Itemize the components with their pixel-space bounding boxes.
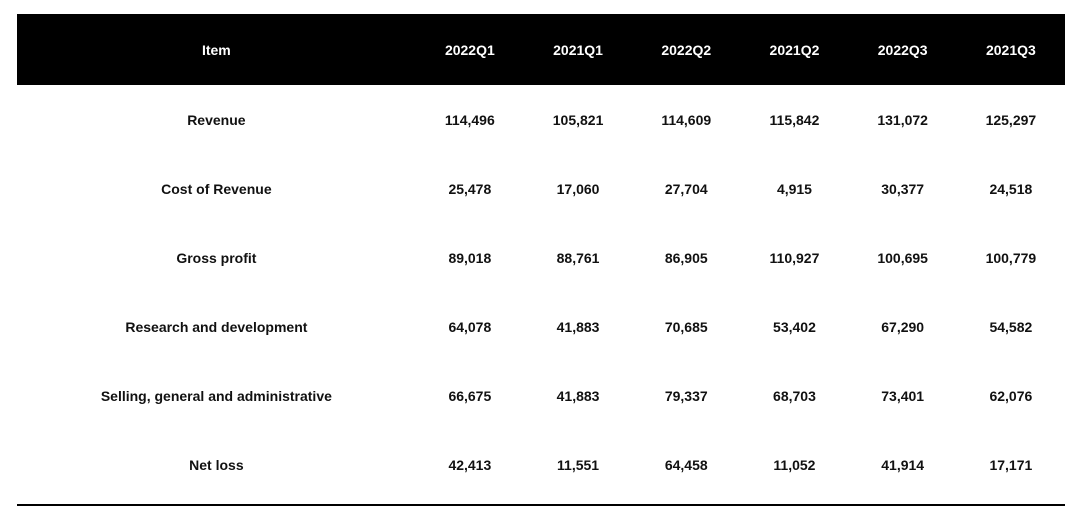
table-cell: 114,496 (444, 111, 495, 128)
table-cell: 131,072 (877, 111, 928, 128)
table-cell: 11,052 (773, 456, 816, 473)
table-cell: 4,915 (776, 180, 812, 197)
table-cell: 125,297 (985, 111, 1037, 128)
table-cell: 89,018 (448, 249, 492, 266)
table-cell: 41,883 (556, 318, 600, 335)
table-cell: 100,695 (877, 249, 928, 266)
header-cell-2021q2: 2021Q2 (769, 41, 820, 58)
header-cell-2022q2: 2022Q2 (661, 41, 712, 58)
table-cell: 24,518 (989, 180, 1033, 197)
table-body: Revenue 114,496 105,821 114,609 115,842 … (17, 85, 1065, 499)
table-cell: 53,402 (773, 318, 816, 335)
table-cell: 27,704 (664, 180, 708, 197)
table-cell: 73,401 (881, 387, 925, 404)
row-label: Net loss (189, 456, 244, 473)
table-cell: 100,779 (985, 249, 1037, 266)
table-row: Research and development 64,078 41,883 7… (17, 292, 1065, 361)
table-cell: 114,609 (661, 111, 712, 128)
header-cell-2022q3: 2022Q3 (877, 41, 928, 58)
financial-table-container: Item 2022Q1 2021Q1 2022Q2 2021Q2 2022Q3 … (17, 14, 1065, 506)
table-cell: 30,377 (881, 180, 925, 197)
header-cell-2021q3: 2021Q3 (985, 41, 1036, 58)
table-cell: 25,478 (448, 180, 492, 197)
table-cell: 66,675 (448, 387, 492, 404)
row-label: Revenue (187, 111, 246, 128)
table-cell: 79,337 (664, 387, 708, 404)
row-label: Selling, general and administrative (100, 387, 332, 404)
table-cell: 88,761 (556, 249, 600, 266)
table-cell: 62,076 (989, 387, 1033, 404)
header-cell-item: Item (201, 41, 231, 58)
table-cell: 105,821 (552, 111, 604, 128)
header-cell-2021q1: 2021Q1 (553, 41, 603, 58)
table-cell: 67,290 (881, 318, 925, 335)
table-cell: 41,883 (556, 387, 600, 404)
table-cell: 70,685 (664, 318, 708, 335)
table-cell: 110,927 (769, 249, 820, 266)
financial-table: Item 2022Q1 2021Q1 2022Q2 2021Q2 2022Q3 … (17, 14, 1065, 499)
table-header: Item 2022Q1 2021Q1 2022Q2 2021Q2 2022Q3 … (17, 14, 1065, 85)
row-label: Gross profit (176, 249, 257, 266)
table-cell: 41,914 (881, 456, 925, 473)
table-cell: 17,171 (989, 456, 1033, 473)
row-label: Research and development (125, 318, 308, 335)
row-label: Cost of Revenue (161, 180, 272, 197)
header-row: Item 2022Q1 2021Q1 2022Q2 2021Q2 2022Q3 … (17, 14, 1065, 85)
table-cell: 64,078 (448, 318, 492, 335)
table-cell: 86,905 (664, 249, 708, 266)
table-cell: 17,060 (556, 180, 600, 197)
header-cell-2022q1: 2022Q1 (444, 41, 495, 58)
table-cell: 68,703 (773, 387, 816, 404)
table-bottom-rule (17, 504, 1065, 506)
table-cell: 64,458 (664, 456, 708, 473)
table-row: Cost of Revenue 25,478 17,060 27,704 4,9… (17, 154, 1065, 223)
table-row: Selling, general and administrative 66,6… (17, 361, 1065, 430)
table-row: Gross profit 89,018 88,761 86,905 110,92… (17, 223, 1065, 292)
table-cell: 11,551 (557, 456, 600, 473)
table-cell: 54,582 (989, 318, 1033, 335)
table-row: Net loss 42,413 11,551 64,458 11,052 41,… (17, 430, 1065, 499)
table-row: Revenue 114,496 105,821 114,609 115,842 … (17, 85, 1065, 154)
table-cell: 115,842 (769, 111, 820, 128)
table-cell: 42,413 (448, 456, 492, 473)
